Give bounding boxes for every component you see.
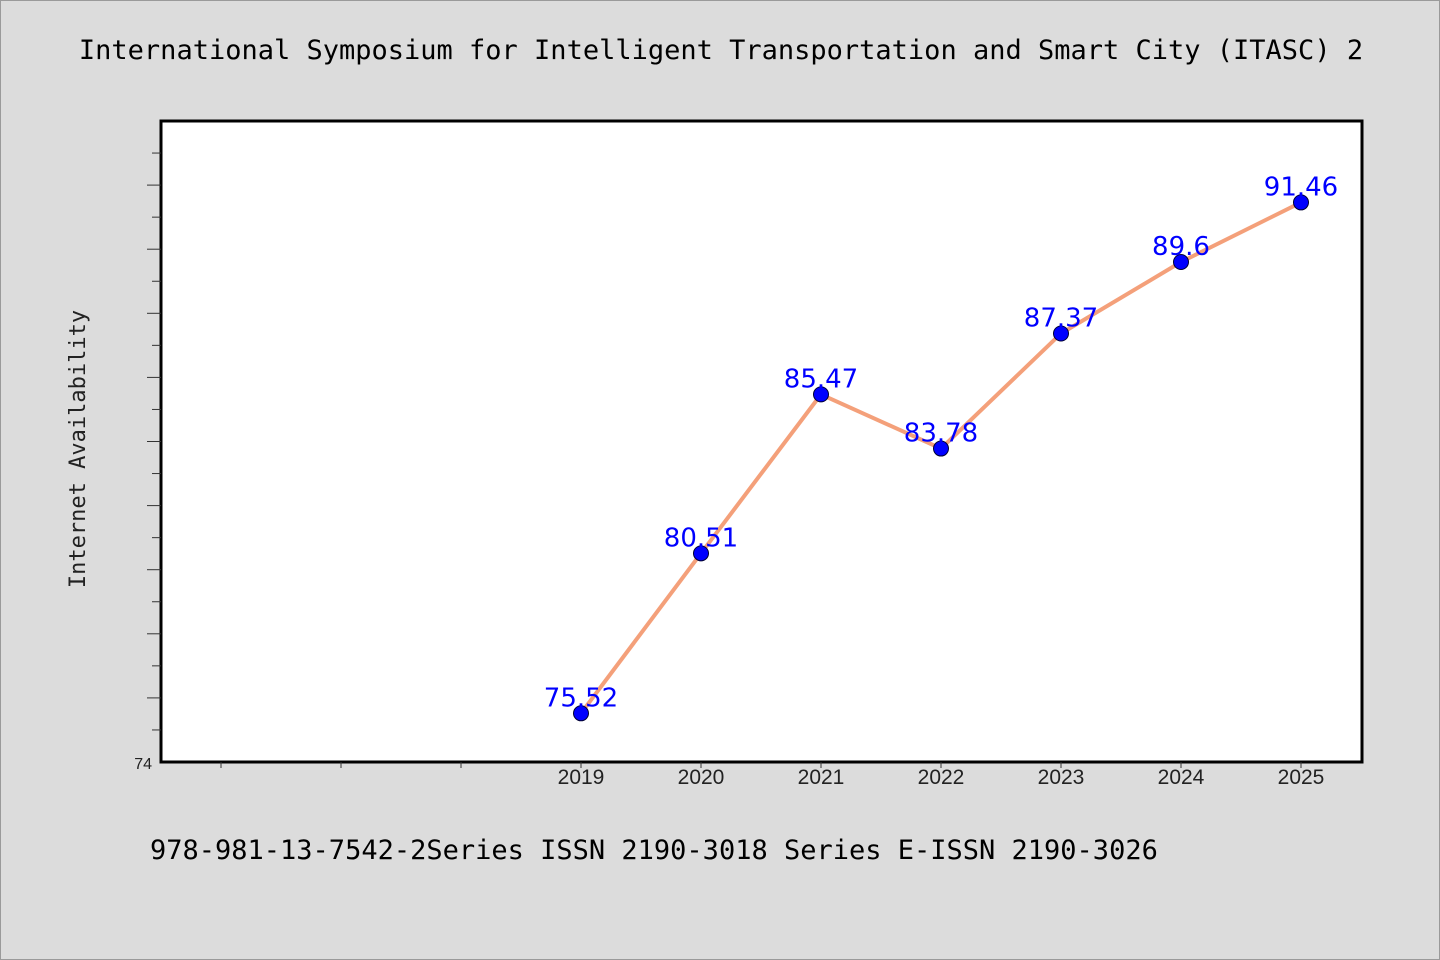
data-labels: 75.52 80.51 85.47 83.78 87.37 89.6 91.46 [544, 172, 1338, 713]
data-label: 80.51 [664, 523, 738, 553]
y-axis-ticks [147, 152, 161, 731]
y-axis-label: Internet Availability [66, 310, 91, 588]
data-point [933, 440, 949, 457]
x-tick-label: 2019 [558, 766, 605, 789]
x-tick-label: 2025 [1278, 766, 1325, 789]
data-point [1293, 194, 1309, 211]
x-axis-ticks [220, 762, 1302, 768]
x-tick-label: 2021 [798, 766, 845, 789]
x-tick-label: 2020 [678, 766, 725, 789]
data-label: 83.78 [904, 419, 978, 449]
data-point [573, 705, 589, 722]
data-point [1173, 254, 1189, 271]
data-markers [573, 194, 1309, 722]
plot-area [159, 119, 1364, 764]
chart-title: International Symposium for Intelligent … [78, 35, 1364, 66]
data-point [1053, 325, 1069, 342]
x-tick-label: 2022 [918, 766, 965, 789]
data-point [693, 545, 709, 562]
data-label: 89.6 [1152, 232, 1210, 262]
x-tick-labels: 2019 2020 2021 2022 2023 2024 2025 [558, 766, 1325, 789]
y-tick-label: 74 [134, 756, 152, 773]
data-point [813, 386, 829, 403]
x-tick-label: 2023 [1038, 766, 1085, 789]
data-label: 87.37 [1024, 303, 1098, 333]
data-label: 85.47 [784, 364, 858, 394]
isbn-footer: 978-981-13-7542-2Series ISSN 2190-3018 S… [150, 835, 1158, 866]
data-label: 75.52 [544, 683, 618, 713]
data-label: 91.46 [1264, 172, 1338, 202]
x-tick-label: 2024 [1158, 766, 1205, 789]
